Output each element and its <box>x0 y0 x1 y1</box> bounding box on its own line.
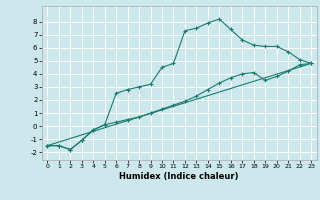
X-axis label: Humidex (Indice chaleur): Humidex (Indice chaleur) <box>119 172 239 181</box>
